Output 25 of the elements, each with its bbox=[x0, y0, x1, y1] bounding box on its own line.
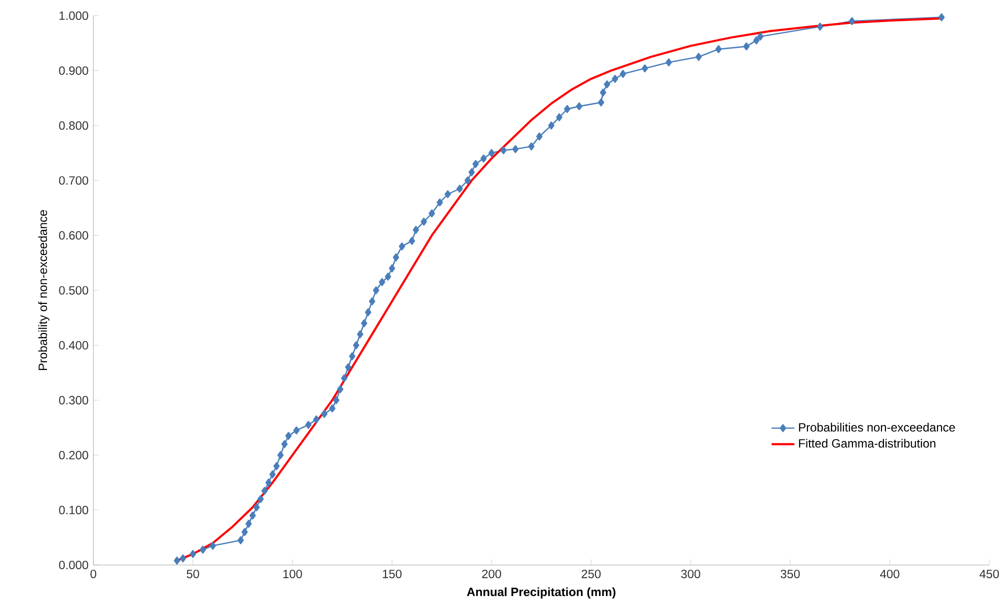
y-tick-label: 0.700 bbox=[59, 176, 88, 185]
y-tick-label: 0.600 bbox=[59, 231, 88, 240]
x-tick-label: 400 bbox=[880, 570, 900, 578]
y-tick-label: 1.000 bbox=[60, 11, 88, 20]
y-tick-label: 0.400 bbox=[59, 341, 88, 350]
x-axis-title: Annual Precipitation (mm) bbox=[466, 587, 616, 599]
x-tick-label: 0 bbox=[90, 570, 96, 578]
x-tick-label: 350 bbox=[780, 570, 800, 578]
x-tick-label: 100 bbox=[283, 570, 302, 578]
y-tick-label: 0.200 bbox=[59, 450, 88, 460]
x-tick-label: 250 bbox=[582, 570, 601, 578]
x-tick-label: 300 bbox=[681, 570, 700, 578]
x-tick-label: 50 bbox=[186, 570, 200, 578]
x-tick-label: 450 bbox=[980, 570, 999, 578]
x-tick-label: 150 bbox=[382, 570, 402, 578]
legend-label: Probabilities non-exceedance bbox=[799, 422, 955, 432]
y-tick-label: 0.000 bbox=[59, 560, 88, 570]
y-tick-label: 0.500 bbox=[59, 286, 88, 295]
legend-label: Fitted Gamma-distribution bbox=[799, 438, 936, 448]
y-tick-label: 0.800 bbox=[59, 121, 88, 130]
y-tick-label: 0.300 bbox=[59, 396, 88, 404]
y-tick-label: 0.100 bbox=[59, 506, 88, 514]
y-tick-label: 0.900 bbox=[59, 66, 88, 75]
x-tick-label: 200 bbox=[482, 570, 502, 578]
y-axis-title: Probability of non-exceedance bbox=[38, 210, 50, 370]
